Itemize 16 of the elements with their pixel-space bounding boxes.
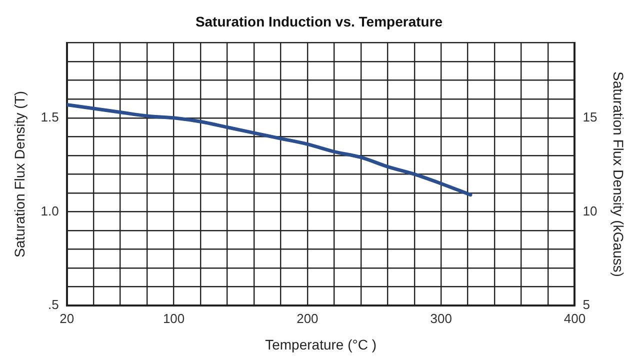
y-axis-title: Saturation Flux Density (T) — [11, 90, 28, 258]
y2-tick-label: 10 — [582, 203, 598, 218]
x-tick-label: 400 — [564, 310, 586, 326]
x-tick-label: 200 — [296, 310, 318, 326]
y-tick-label: 1.5 — [40, 109, 59, 124]
x-tick-label: 100 — [162, 310, 185, 326]
x-tick-label: 300 — [430, 310, 452, 326]
x-tick-label: 20 — [60, 310, 74, 326]
line-series — [66, 102, 472, 197]
y-tick-label: 1.0 — [40, 203, 59, 218]
y2-tick-label: 5 — [582, 297, 590, 312]
y2-tick-label: 15 — [582, 109, 598, 124]
chart-title: Saturation Induction vs. Temperature — [195, 13, 443, 30]
y-tick-label: .5 — [48, 297, 59, 312]
x-axis-title: Temperature (°C ) — [265, 336, 377, 352]
y2-axis-title: Saturation Flux Density (kGauss) — [610, 71, 627, 277]
